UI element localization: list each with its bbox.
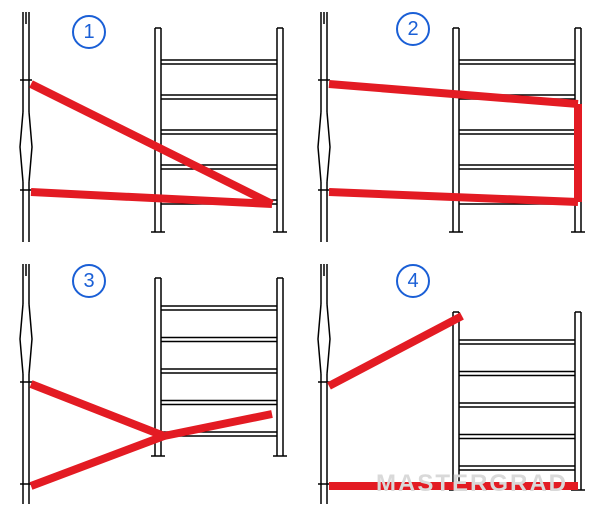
panel-3: 3 xyxy=(10,264,290,504)
panel-badge-label: 3 xyxy=(83,270,94,293)
panel-badge-label: 4 xyxy=(407,270,418,293)
panel-svg xyxy=(308,12,588,242)
panel-badge-3: 3 xyxy=(72,264,106,298)
panel-2: 2 xyxy=(308,12,588,242)
panel-badge-4: 4 xyxy=(396,264,430,298)
panel-svg xyxy=(10,12,290,242)
panel-svg xyxy=(308,264,588,504)
panel-badge-2: 2 xyxy=(396,12,430,46)
panel-1: 1 xyxy=(10,12,290,242)
panel-4: 4 xyxy=(308,264,588,504)
panel-svg xyxy=(10,264,290,504)
panel-badge-label: 2 xyxy=(407,18,418,41)
panel-badge-1: 1 xyxy=(72,15,106,49)
diagram-grid: 1234MASTERGRAD xyxy=(0,0,600,517)
panel-badge-label: 1 xyxy=(83,21,94,44)
